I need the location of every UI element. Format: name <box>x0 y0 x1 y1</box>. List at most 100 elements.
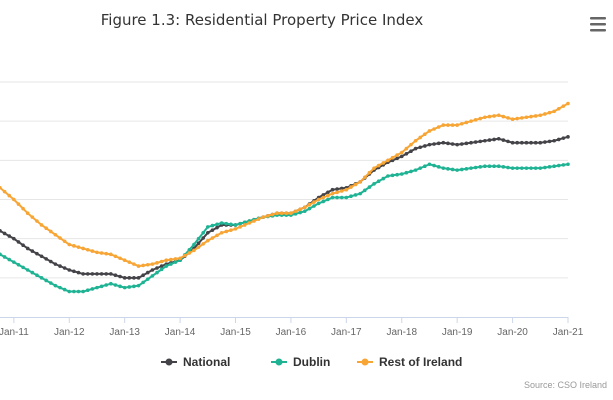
data-point[interactable] <box>561 104 566 108</box>
data-point[interactable] <box>159 264 164 268</box>
data-point[interactable] <box>529 140 533 145</box>
data-point[interactable] <box>510 166 515 170</box>
data-point[interactable] <box>423 144 427 148</box>
data-point[interactable] <box>252 219 256 223</box>
data-point[interactable] <box>529 166 533 170</box>
data-point[interactable] <box>132 284 136 289</box>
data-point[interactable] <box>72 269 76 274</box>
data-point[interactable] <box>164 264 169 268</box>
data-point[interactable] <box>302 205 307 210</box>
data-point[interactable] <box>556 163 561 168</box>
data-point[interactable] <box>182 253 187 258</box>
data-point[interactable] <box>390 173 395 178</box>
data-point[interactable] <box>25 268 30 272</box>
hamburger-menu-icon[interactable] <box>590 17 606 20</box>
data-point[interactable] <box>506 165 510 170</box>
hamburger-menu-icon-bar-2[interactable] <box>590 23 606 26</box>
data-point[interactable] <box>339 189 344 193</box>
data-point[interactable] <box>201 230 205 235</box>
data-point[interactable] <box>450 167 455 172</box>
data-point[interactable] <box>395 153 399 157</box>
data-point[interactable] <box>326 190 330 195</box>
data-point[interactable] <box>72 244 76 248</box>
data-point[interactable] <box>358 180 362 184</box>
data-point[interactable] <box>381 161 386 165</box>
data-point[interactable] <box>399 172 404 176</box>
data-point[interactable] <box>339 195 344 200</box>
data-point[interactable] <box>441 140 446 145</box>
data-point[interactable] <box>363 188 367 193</box>
data-point[interactable] <box>432 163 436 168</box>
data-point[interactable] <box>533 114 538 118</box>
data-point[interactable] <box>450 142 455 146</box>
data-point[interactable] <box>0 229 2 233</box>
data-point[interactable] <box>326 193 330 198</box>
data-point[interactable] <box>496 136 501 141</box>
data-point[interactable] <box>432 142 436 146</box>
data-point[interactable] <box>270 212 275 217</box>
data-point[interactable] <box>35 219 39 223</box>
data-point[interactable] <box>7 234 12 238</box>
data-point[interactable] <box>229 222 233 227</box>
data-point[interactable] <box>206 238 210 243</box>
data-point[interactable] <box>132 276 136 280</box>
data-point[interactable] <box>367 185 372 189</box>
data-point[interactable] <box>409 169 413 174</box>
legend-item-national[interactable]: National <box>161 355 230 369</box>
data-point[interactable] <box>44 278 48 283</box>
data-point[interactable] <box>155 266 159 270</box>
data-point[interactable] <box>187 251 192 255</box>
data-point[interactable] <box>150 274 155 278</box>
data-point[interactable] <box>386 174 390 178</box>
data-point[interactable] <box>192 248 196 253</box>
data-point[interactable] <box>316 201 321 206</box>
data-point[interactable] <box>85 272 90 276</box>
data-point[interactable] <box>533 166 538 170</box>
data-point[interactable] <box>390 158 395 163</box>
data-point[interactable] <box>173 260 178 264</box>
data-point[interactable] <box>529 114 533 119</box>
data-point[interactable] <box>109 281 113 286</box>
data-point[interactable] <box>427 142 432 147</box>
data-point[interactable] <box>215 225 219 230</box>
data-point[interactable] <box>224 221 229 226</box>
data-point[interactable] <box>330 191 335 196</box>
data-point[interactable] <box>533 140 538 145</box>
data-point[interactable] <box>81 246 85 251</box>
data-point[interactable] <box>552 164 556 169</box>
data-point[interactable] <box>390 155 395 160</box>
data-point[interactable] <box>515 140 520 145</box>
data-point[interactable] <box>566 162 570 167</box>
data-point[interactable] <box>335 195 339 200</box>
data-point[interactable] <box>67 242 72 247</box>
data-point[interactable] <box>7 257 12 262</box>
data-point[interactable] <box>21 265 25 270</box>
data-point[interactable] <box>552 109 556 114</box>
data-point[interactable] <box>556 106 561 111</box>
data-point[interactable] <box>150 262 155 266</box>
data-point[interactable] <box>145 277 150 281</box>
data-point[interactable] <box>233 223 238 227</box>
data-point[interactable] <box>487 164 492 169</box>
data-point[interactable] <box>307 206 312 211</box>
data-point[interactable] <box>95 272 99 276</box>
data-point[interactable] <box>510 117 515 122</box>
data-point[interactable] <box>464 141 469 146</box>
data-point[interactable] <box>543 140 547 144</box>
data-point[interactable] <box>363 175 367 180</box>
data-point[interactable] <box>196 241 201 246</box>
data-point[interactable] <box>344 187 349 192</box>
data-point[interactable] <box>409 149 413 153</box>
data-point[interactable] <box>399 150 404 155</box>
legend-label[interactable]: National <box>183 355 230 369</box>
data-point[interactable] <box>450 123 455 127</box>
data-point[interactable] <box>478 116 483 121</box>
data-point[interactable] <box>492 164 496 169</box>
data-point[interactable] <box>206 225 210 229</box>
data-point[interactable] <box>169 257 173 262</box>
data-point[interactable] <box>441 123 446 127</box>
data-point[interactable] <box>501 138 506 142</box>
data-point[interactable] <box>279 211 284 216</box>
data-point[interactable] <box>196 236 201 241</box>
data-point[interactable] <box>321 195 326 200</box>
